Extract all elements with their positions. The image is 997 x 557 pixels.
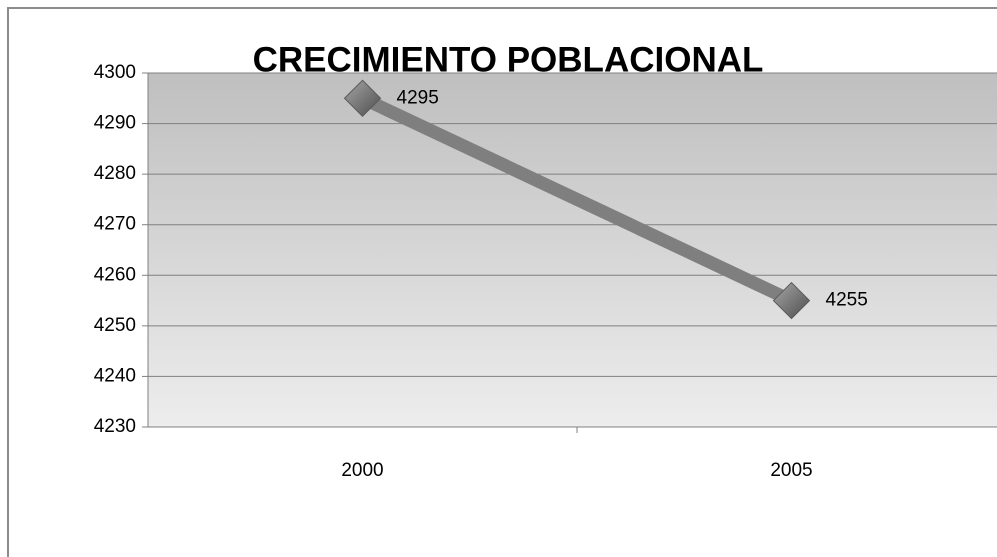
plot-area xyxy=(148,73,997,427)
y-tick-label: 4280 xyxy=(94,163,136,184)
y-tick-label: 4240 xyxy=(94,365,136,386)
x-tick-label: 2005 xyxy=(770,460,812,481)
chart-border xyxy=(7,7,997,557)
chart-title: CRECIMIENTO POBLACIONAL xyxy=(253,40,764,79)
data-marker xyxy=(343,79,382,117)
series-line xyxy=(356,91,798,308)
data-marker xyxy=(772,281,811,320)
data-label: 4295 xyxy=(397,87,439,108)
data-label: 4255 xyxy=(826,290,868,311)
x-tick-label: 2000 xyxy=(341,460,383,481)
y-tick-label: 4300 xyxy=(94,62,136,83)
y-tick-label: 4270 xyxy=(94,214,136,235)
y-tick-label: 4290 xyxy=(94,113,136,134)
y-tick-label: 4260 xyxy=(94,264,136,285)
y-tick-label: 4250 xyxy=(94,315,136,336)
y-tick-label: 4230 xyxy=(94,416,136,437)
